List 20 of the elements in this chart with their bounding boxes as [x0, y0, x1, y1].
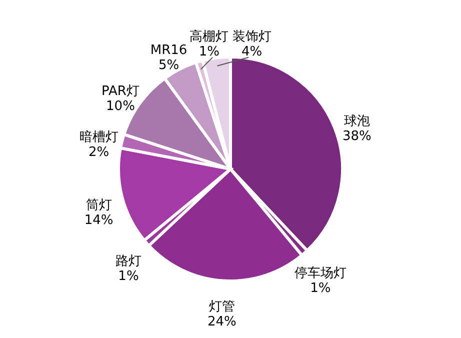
slice-label: 灯管 [208, 300, 235, 315]
data-label: 1% [310, 281, 331, 296]
slice-label: PAR灯 [102, 84, 140, 100]
slice-label: 暗槽灯 [79, 130, 118, 146]
slice-label: 停车场灯 [294, 266, 346, 282]
data-label: 5% [158, 58, 180, 73]
slice-label: 装饰灯 [232, 30, 272, 45]
data-label: 24% [208, 314, 236, 330]
slice-label: 球泡 [344, 114, 370, 129]
data-label: 4% [241, 44, 262, 60]
data-label: 1% [198, 44, 220, 60]
data-label: 2% [88, 145, 110, 160]
data-label: 38% [342, 128, 372, 144]
slice-label: MR16 [150, 42, 188, 58]
data-label: 10% [106, 99, 135, 114]
data-label: 1% [118, 268, 139, 284]
data-label: 14% [84, 212, 114, 228]
slice-label: 高棚灯 [190, 28, 229, 45]
slice-label: 筒灯 [86, 198, 112, 213]
slice-label: 路灯 [115, 254, 142, 269]
